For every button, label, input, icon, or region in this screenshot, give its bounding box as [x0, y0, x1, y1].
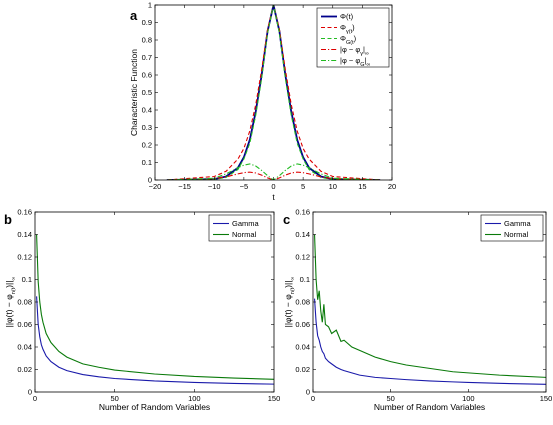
y-tick-label-c: 0.16 — [295, 208, 310, 217]
y-tick-label-a: 0.3 — [142, 123, 152, 132]
panel-a-plot: −20 −15 −10 −5 0 5 10 15 20 0 0.1 0.2 0.3 0.4 0.5 0.6 0.… — [129, 1, 396, 202]
y-tick-label-c: 0.02 — [295, 365, 310, 374]
x-tick-label-a: 10 — [329, 182, 337, 191]
y-tick-label-b: 0 — [28, 388, 32, 397]
y-axis-label-b: ||φ(t) − φn(t)||∞ — [4, 277, 17, 328]
y-tick-label-c: 0.08 — [295, 298, 310, 307]
x-tick-label-c: 0 — [311, 394, 315, 403]
x-tick-label-a: 15 — [358, 182, 366, 191]
legend-label-a-3: |φ − φγ|∞ — [340, 45, 369, 57]
panel-label-c: c — [283, 212, 290, 227]
y-tick-label-c: 0 — [306, 388, 310, 397]
series-line-b-1 — [36, 234, 274, 380]
x-tick-label-b: 50 — [110, 394, 118, 403]
x-tick-label-b: 0 — [33, 394, 37, 403]
y-axis-label-c: ||φ(t) − φn(t)||∞ — [283, 277, 296, 328]
legend-label-a-2: ΦG(t) — [340, 34, 357, 46]
x-tick-label-a: 20 — [388, 182, 396, 191]
series-line-a-4 — [166, 163, 381, 180]
legend-box-c — [480, 214, 544, 242]
x-axis-label-b: Number of Random Variables — [99, 402, 210, 412]
y-tick-label-c: 0.14 — [295, 230, 310, 239]
y-tick-label-a: 1 — [148, 1, 152, 10]
y-tick-label-b: 0.14 — [17, 230, 32, 239]
x-tick-label-a: 0 — [271, 182, 275, 191]
y-tick-label-a: 0.9 — [142, 18, 152, 27]
panel-label-a: a — [130, 8, 138, 23]
series-line-c-1 — [314, 234, 546, 378]
y-tick-label-b: 0.04 — [17, 343, 32, 352]
x-axis-label-c: Number of Random Variables — [374, 402, 485, 412]
y-tick-label-b: 0.08 — [17, 298, 32, 307]
series-line-a-2 — [166, 5, 381, 180]
y-tick-label-c: 0.1 — [300, 275, 310, 284]
legend-label-b-0: Gamma — [232, 219, 260, 228]
legend-label-c-1: Normal — [504, 230, 529, 239]
y-tick-label-c: 0.12 — [295, 253, 310, 262]
legend-label-c-0: Gamma — [504, 219, 532, 228]
x-tick-label-c: 150 — [540, 394, 553, 403]
y-tick-label-b: 0.1 — [22, 275, 32, 284]
y-axis-label-a: Characteristic Function — [129, 49, 139, 136]
y-tick-label-c: 0.06 — [295, 320, 310, 329]
legend-label-a-4: |φ − φG|∞ — [340, 56, 370, 68]
x-tick-label-a: 5 — [301, 182, 305, 191]
panel-label-b: b — [4, 212, 12, 227]
x-tick-label-b: 150 — [268, 394, 281, 403]
y-tick-label-b: 0.02 — [17, 365, 32, 374]
series-line-c-0 — [314, 298, 546, 385]
y-tick-label-a: 0.2 — [142, 141, 152, 150]
y-tick-label-a: 0.7 — [142, 53, 152, 62]
x-tick-label-c: 100 — [462, 394, 475, 403]
legend-label-b-1: Normal — [232, 230, 257, 239]
x-tick-label-a: −5 — [240, 182, 249, 191]
y-tick-label-a: 0.6 — [142, 71, 152, 80]
series-line-b-0 — [36, 296, 274, 385]
x-tick-label-b: 100 — [188, 394, 201, 403]
legend-box-a — [316, 7, 390, 68]
y-tick-label-a: 0.8 — [142, 36, 152, 45]
y-tick-label-a: 0.4 — [142, 106, 152, 115]
y-tick-label-b: 0.06 — [17, 320, 32, 329]
series-line-a-3 — [166, 171, 381, 180]
y-tick-label-c: 0.04 — [295, 343, 310, 352]
legend-label-a-0: Φ(t) — [340, 12, 354, 21]
x-tick-label-a: −10 — [208, 182, 221, 191]
y-tick-label-a: 0.1 — [142, 158, 152, 167]
x-axis-label-a: t — [272, 192, 275, 202]
x-tick-label-c: 50 — [386, 394, 394, 403]
x-tick-label-a: −20 — [149, 182, 162, 191]
legend-box-b — [208, 214, 272, 242]
y-tick-label-a: 0.5 — [142, 88, 152, 97]
panel-c-plot: 0 50 100 150 0 0.02 0.04 0.06 0.08 0.1 0.12 0.14 0.1… — [283, 208, 552, 412]
y-tick-label-b: 0.16 — [17, 208, 32, 217]
y-tick-label-b: 0.12 — [17, 253, 32, 262]
x-tick-label-a: −15 — [178, 182, 191, 191]
legend-label-a-1: Φγ(t) — [340, 23, 355, 35]
panel-b-plot: 0 50 100 150 0 0.02 0.04 0.06 0.08 0.1 0.12 0.14 0.1… — [4, 208, 280, 412]
y-tick-label-a: 0 — [148, 176, 152, 185]
